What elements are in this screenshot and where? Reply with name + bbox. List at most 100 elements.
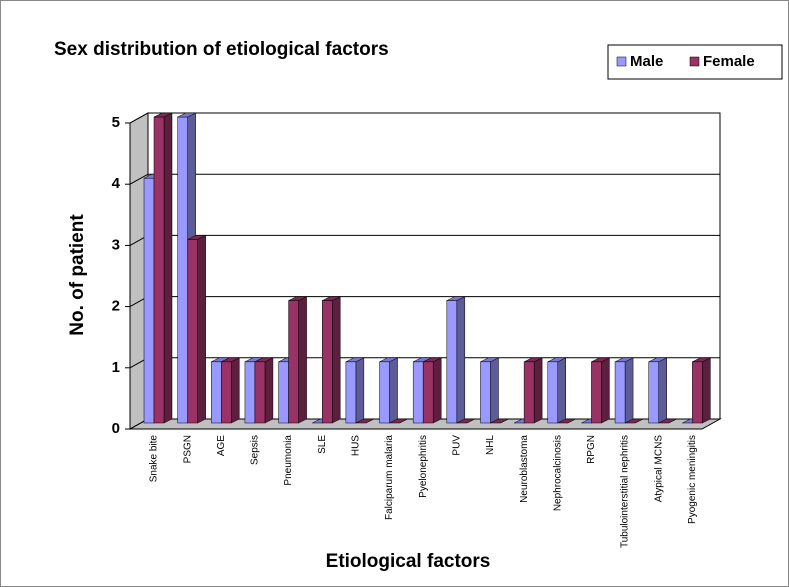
bar-top [614,357,634,363]
bar [658,418,677,424]
bar-side [456,296,466,424]
bar-top [177,112,196,118]
bar-top [288,296,307,301]
bar [456,418,475,424]
bar-front [143,177,155,424]
x-tick-label: Tubulointerstitial nephritis [620,435,631,548]
bar-front [446,300,458,424]
x-tick-label: PSGN [182,435,193,463]
bar-side [163,112,173,424]
x-tick-label: Pneumonia [283,435,294,486]
bar-front [177,116,188,424]
bar-top [423,357,442,363]
bar-front [254,361,266,424]
x-tick-label: RPGN [586,435,597,464]
bar-side [557,357,567,424]
x-tick-label: NHL [485,435,496,455]
x-tick-label: Sepsis [250,435,261,465]
legend-swatch [616,56,627,67]
bar-front [692,361,703,424]
bar-top [524,357,543,363]
bar-side [490,357,499,424]
bar [614,357,634,424]
bar-top [557,418,576,424]
bar-side [355,357,365,424]
bar-top [648,357,667,363]
bar-top [254,357,274,363]
x-tick-label: Neuroblastoma [519,435,530,503]
bar-top [187,235,206,240]
x-tick-label: Falciparum malaria [384,435,395,520]
x-tick-label: Atypical MCNS [653,435,664,503]
bar-top [480,357,499,363]
x-axis-label: Etiological factors [326,551,491,572]
bar [446,296,466,424]
chart-title: Sex distribution of etiological factors [54,39,389,60]
x-tick-label: SLE [317,435,328,454]
bar-top [389,418,408,424]
bar [389,418,408,424]
bar-front [591,361,602,424]
bar [153,112,173,424]
x-tick-label: Pyelonephritis [418,435,429,498]
bar-side [264,357,274,424]
x-tick-label: Snake bite [149,435,160,483]
bar-front [221,361,232,424]
y-tick-label: 3 [112,236,120,253]
bar-top [547,357,566,363]
bar-side [658,357,667,424]
bar [591,357,610,424]
bar-front [288,300,299,424]
bar-top [658,418,677,424]
x-tick-label: HUS [351,435,362,456]
x-tick-label: Nephrocalcinosis [552,435,563,511]
bar [187,234,206,424]
bar-front [244,361,256,424]
legend-swatch [689,56,700,67]
bar [490,418,509,424]
bar-side [702,357,711,424]
x-tick-label: Pyogenic meningitis [687,435,698,524]
bar [288,296,307,424]
bar-top [490,418,509,424]
bar-side [197,234,206,424]
bar-front [321,300,333,424]
bar-front [278,361,289,424]
legend-label: Male [630,53,663,70]
bar [692,357,711,424]
bar-front [523,361,535,424]
bar-front [187,239,198,424]
bar-front [547,361,559,424]
bar-top [153,112,173,118]
grid-line-side [129,173,149,185]
bar-front [480,361,491,424]
y-tick-label: 4 [112,175,121,192]
bar-side [231,357,240,424]
bar-front [412,361,424,424]
bar-side [331,296,341,424]
bar-side [389,357,398,424]
bar-front [379,361,390,424]
y-tick-label: 2 [112,298,120,315]
bar-side [533,357,543,424]
bar-side [601,357,610,424]
bar-side [432,357,442,424]
bar [624,418,644,424]
bar-front [153,116,165,424]
y-tick-label: 0 [112,420,120,437]
bar-side [624,357,634,424]
bar-top [355,418,374,424]
bar-top [692,357,711,363]
bar [547,357,567,424]
grid-line-side [129,112,149,124]
bar-top [591,357,610,363]
bar [648,357,667,424]
x-tick-label: AGE [216,435,227,456]
bar-top [456,418,475,424]
bar-side [298,296,307,424]
bar [321,296,341,424]
bar [355,418,374,424]
bar-front [422,361,434,424]
bar-front [614,361,626,424]
